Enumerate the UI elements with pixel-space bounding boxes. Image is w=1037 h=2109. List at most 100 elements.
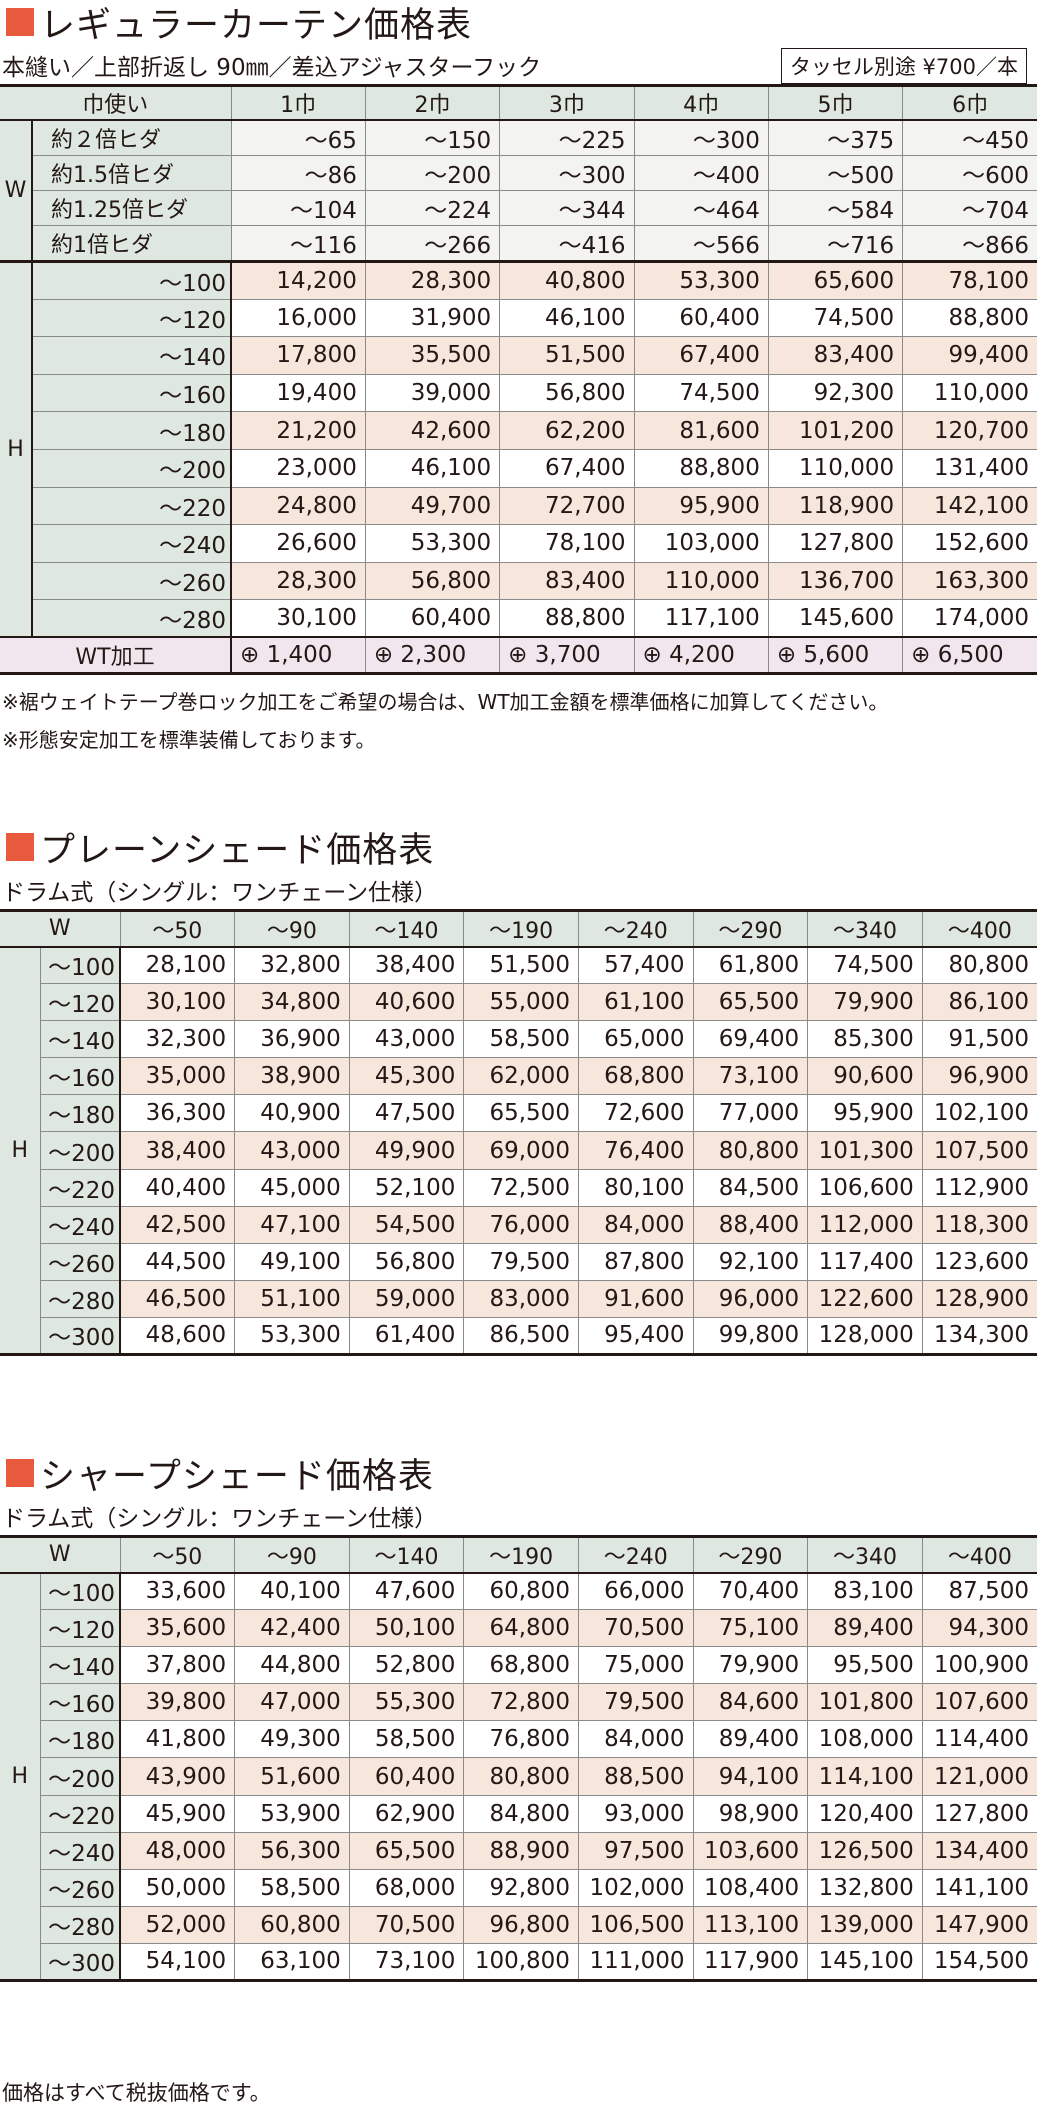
height-price-row: H ～100 14,200 28,300 40,800 53,300 65,600 78,10… [0, 261, 1037, 639]
price-cell: 64,800 [463, 1609, 579, 1648]
price-cell: 45,300 [348, 1057, 464, 1096]
price-cell: 41,800 [119, 1720, 235, 1759]
price-cell: 72,800 [463, 1683, 579, 1722]
plain-shade-title: プレーンシェード価格表 [40, 830, 435, 871]
width-range-cell: ～450 [902, 120, 1037, 156]
price-cell: 91,600 [577, 1280, 694, 1318]
price-cell: 49,100 [234, 1243, 350, 1281]
width-col-header: 3巾 [499, 85, 634, 121]
height-label: ～120 [40, 1609, 122, 1648]
price-cell: 120,700 [902, 411, 1037, 450]
price-cell: 26,600 [230, 524, 366, 563]
price-cell: 88,500 [577, 1757, 694, 1796]
price-cell: 100,900 [921, 1646, 1037, 1685]
width-col-header: ～190 [463, 1536, 579, 1574]
price-cell: 62,000 [463, 1057, 579, 1096]
price-cell: 69,000 [463, 1131, 579, 1170]
price-cell: 110,000 [902, 374, 1037, 413]
price-cell: 24,800 [230, 487, 366, 526]
price-cell: 92,800 [463, 1869, 579, 1907]
price-cell: 48,600 [119, 1317, 235, 1356]
price-cell: 111,000 [577, 1943, 694, 1982]
width-col-header: ～290 [692, 1536, 808, 1574]
price-cell: 117,100 [633, 599, 769, 639]
width-range-cell: ～704 [902, 190, 1037, 226]
price-cell: 62,900 [348, 1795, 464, 1833]
price-cell: 80,800 [921, 946, 1037, 985]
width-col-header: ～400 [921, 1536, 1037, 1574]
height-price-row: ～280 30,100 60,400 88,800 117,100 145,600 174,… [0, 599, 1037, 639]
price-cell: 76,800 [463, 1720, 579, 1759]
price-cell: 117,400 [807, 1243, 923, 1281]
h-axis-label: H [0, 946, 41, 1356]
price-cell: 99,400 [902, 336, 1037, 375]
price-cell: 84,500 [692, 1169, 808, 1207]
price-cell: 145,600 [767, 599, 903, 639]
wt-price-cell: ⊕ 6,500 [902, 637, 1037, 674]
price-cell: 38,400 [348, 946, 464, 985]
price-cell: 96,800 [463, 1906, 579, 1944]
price-cell: 83,400 [767, 336, 903, 375]
tax-note: 価格はすべて税抜価格です。 [2, 2081, 271, 2105]
wt-price-cell: ⊕ 4,200 [633, 637, 769, 674]
price-cell: 61,800 [692, 946, 808, 985]
price-cell: 80,100 [577, 1169, 694, 1207]
curtain-section: レギュラーカーテン価格表 本縫い／上部折返し 90㎜／差込アジャスターフック タ… [0, 0, 1037, 759]
price-cell: 49,700 [364, 487, 500, 526]
wt-price-cell: ⊕ 2,300 [364, 637, 500, 674]
price-cell: 101,300 [807, 1131, 923, 1170]
height-label: ～220 [40, 1169, 122, 1207]
price-cell: 63,100 [234, 1943, 350, 1982]
price-cell: 97,500 [577, 1832, 694, 1870]
wt-price-cell: ⊕ 1,400 [230, 637, 366, 674]
price-cell: 114,100 [807, 1757, 923, 1796]
price-cell: 123,600 [921, 1243, 1037, 1281]
price-cell: 78,100 [902, 261, 1037, 300]
price-cell: 45,000 [234, 1169, 350, 1207]
price-cell: 118,300 [921, 1206, 1037, 1244]
price-cell: 60,400 [364, 599, 500, 639]
width-range-cell: ～716 [767, 225, 903, 263]
price-cell: 98,900 [692, 1795, 808, 1833]
price-cell: 40,400 [119, 1169, 235, 1207]
height-price-row: ～260 50,000 58,500 68,000 92,800 102,000 108,4… [0, 1869, 1037, 1907]
price-cell: 132,800 [807, 1869, 923, 1907]
price-cell: 40,100 [234, 1572, 350, 1611]
fold-row: W 約２倍ヒダ ～65 ～150 ～225 ～300 ～375 ～450 [0, 120, 1037, 263]
price-cell: 28,300 [230, 562, 366, 601]
width-col-header: ～240 [577, 1536, 694, 1574]
price-cell: 56,800 [499, 374, 634, 413]
price-cell: 36,300 [119, 1094, 235, 1133]
price-cell: 92,300 [767, 374, 903, 413]
height-price-row: ～120 35,600 42,400 50,100 64,800 70,500 75,100… [0, 1609, 1037, 1648]
price-cell: 53,300 [364, 524, 500, 563]
height-label: ～100 [40, 1572, 122, 1611]
width-range-cell: ～866 [902, 225, 1037, 263]
note-line: ※裾ウェイトテープ巻ロック加工をご希望の場合は、WT加工金額を標準価格に加算して… [2, 689, 889, 714]
price-cell: 14,200 [230, 261, 366, 300]
price-cell: 79,500 [577, 1683, 694, 1722]
price-cell: 55,300 [348, 1683, 464, 1722]
price-cell: 72,500 [463, 1169, 579, 1207]
price-cell: 30,100 [119, 983, 235, 1022]
width-range-cell: ～116 [230, 225, 366, 263]
height-price-row: ～180 21,200 42,600 62,200 81,600 101,200 120,7… [0, 411, 1037, 450]
price-cell: 74,500 [807, 946, 923, 985]
width-range-cell: ～224 [364, 190, 500, 226]
wt-processing-row: WT加工 ⊕ 1,400 ⊕ 2,300 ⊕ 3,700 ⊕ 4,200 ⊕ 5,600 ⊕… [0, 637, 1037, 674]
height-label: ～300 [40, 1317, 122, 1356]
width-range-cell: ～464 [633, 190, 769, 226]
price-cell: 142,100 [902, 487, 1037, 526]
price-cell: 94,100 [692, 1757, 808, 1796]
height-price-row: ～220 24,800 49,700 72,700 95,900 118,900 142,1… [0, 487, 1037, 526]
fold-row: 約1倍ヒダ ～116 ～266 ～416 ～566 ～716 ～866 [0, 225, 1037, 263]
price-cell: 49,900 [348, 1131, 464, 1170]
price-cell: 136,700 [767, 562, 903, 601]
w-header-label: W [0, 1536, 121, 1574]
price-cell: 107,600 [921, 1683, 1037, 1722]
price-cell: 46,100 [364, 449, 500, 488]
price-cell: 127,800 [921, 1795, 1037, 1833]
price-cell: 56,800 [348, 1243, 464, 1281]
price-cell: 47,600 [348, 1572, 464, 1611]
price-cell: 118,900 [767, 487, 903, 526]
